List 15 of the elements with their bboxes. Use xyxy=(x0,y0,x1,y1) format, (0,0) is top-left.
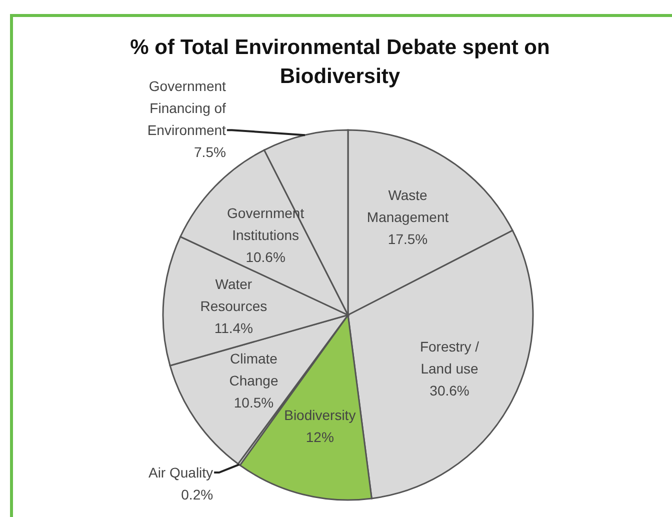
data-label: 12% xyxy=(306,429,334,446)
slice-label: Climate Change xyxy=(229,350,278,388)
slice-label: Biodiversity xyxy=(284,407,356,424)
slice-label: Water Resources xyxy=(200,276,268,314)
slice-label: Government Financing of Environment xyxy=(147,78,226,138)
data-label: 10.6% xyxy=(246,249,286,266)
data-label: 30.6% xyxy=(430,382,470,398)
slice-label: Forestry / Land use xyxy=(420,338,480,376)
data-label: 7.5% xyxy=(194,144,226,160)
data-label: 10.5% xyxy=(234,394,274,410)
data-label: 0.2% xyxy=(181,486,214,503)
data-label: 11.4% xyxy=(214,320,253,336)
slice-label: Air Quality xyxy=(148,464,214,481)
data-label: 17.5% xyxy=(388,231,428,248)
slice-label: Waste Management xyxy=(366,187,449,226)
